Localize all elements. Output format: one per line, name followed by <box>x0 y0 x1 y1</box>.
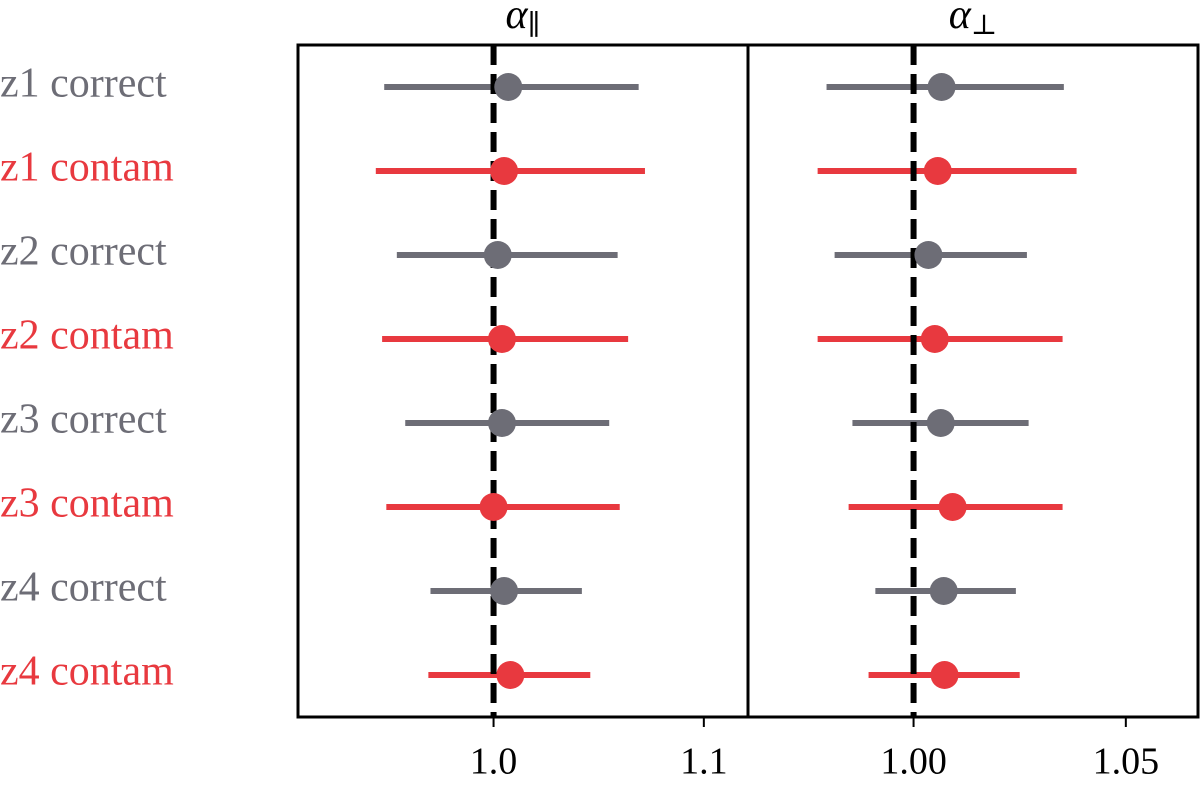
row-label: z3 correct <box>0 397 167 443</box>
point <box>923 157 952 185</box>
point <box>914 241 943 269</box>
panel-frame <box>746 43 1200 719</box>
point <box>496 661 525 689</box>
x-tick-label: 1.0 <box>470 741 518 783</box>
point <box>487 409 516 437</box>
title-symbol: α <box>949 0 972 38</box>
panel-title: α∥ <box>506 0 541 41</box>
x-tick-label: 1.00 <box>880 741 947 783</box>
row-label: z2 contam <box>0 313 174 359</box>
row-label: z1 contam <box>0 145 174 191</box>
point <box>494 73 523 101</box>
panel-frame <box>296 43 750 719</box>
row-label: z2 correct <box>0 229 167 275</box>
row-label: z4 contam <box>0 649 174 695</box>
point <box>920 325 949 353</box>
panel-title: α⊥ <box>949 0 997 41</box>
title-subscript: ∥ <box>528 10 541 41</box>
x-tick-label: 1.05 <box>1093 741 1160 783</box>
point <box>490 157 519 185</box>
x-tick-label: 1.1 <box>680 741 728 783</box>
point <box>938 493 967 521</box>
point <box>929 577 958 605</box>
point <box>479 493 508 521</box>
row-label: z4 correct <box>0 565 167 611</box>
point <box>490 577 519 605</box>
point <box>927 73 956 101</box>
title-symbol: α <box>506 0 529 38</box>
point <box>487 325 516 353</box>
point <box>483 241 512 269</box>
point <box>930 661 959 689</box>
title-subscript: ⊥ <box>971 10 997 41</box>
row-label: z3 contam <box>0 481 174 527</box>
point <box>926 409 955 437</box>
row-label: z1 correct <box>0 61 167 107</box>
